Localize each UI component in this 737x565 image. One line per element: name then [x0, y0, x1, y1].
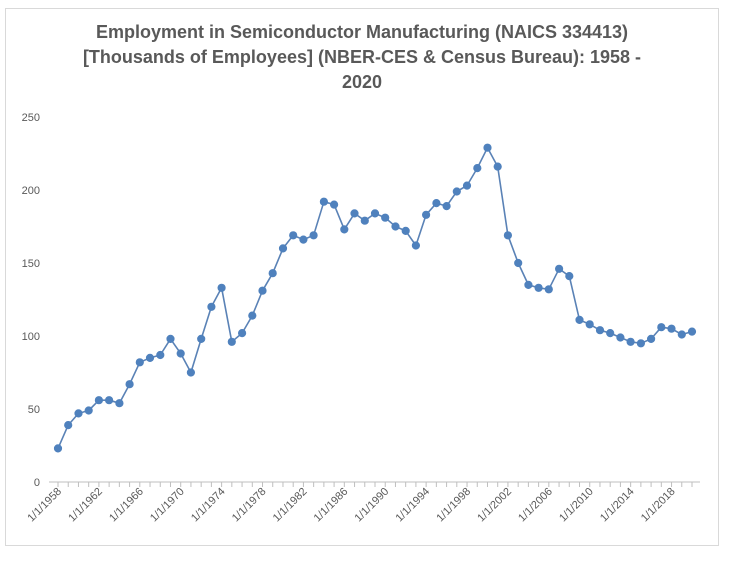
data-point: [319, 197, 329, 206]
x-tick-label: 1/1/2014: [598, 486, 637, 525]
data-point: [217, 283, 226, 292]
x-tick-label: 1/1/2002: [475, 486, 514, 525]
data-point: [687, 327, 697, 336]
x-tick-label: 1/1/1974: [189, 486, 228, 525]
data-point: [422, 210, 431, 219]
data-point: [176, 349, 185, 358]
data-point: [53, 444, 63, 453]
data-point: [186, 368, 195, 377]
data-point: [411, 241, 421, 250]
data-point: [391, 222, 400, 231]
y-tick-label: 150: [22, 258, 40, 270]
data-point: [207, 302, 216, 311]
data-point: [401, 226, 410, 235]
data-point: [340, 225, 349, 234]
y-tick-label: 250: [22, 112, 40, 124]
x-tick-label: 1/1/1966: [107, 486, 146, 525]
x-tick-label: 1/1/2006: [516, 486, 555, 525]
x-tick-label: 1/1/1962: [66, 486, 105, 525]
data-point: [575, 315, 584, 325]
data-point: [503, 231, 513, 240]
data-point: [84, 406, 93, 415]
data-point: [197, 334, 206, 344]
x-tick-label: 1/1/2018: [639, 486, 678, 525]
data-point: [544, 285, 553, 294]
x-tick-label: 1/1/1986: [312, 486, 351, 525]
data-point: [156, 350, 165, 360]
data-point: [370, 209, 380, 218]
x-tick-label: 1/1/1998: [434, 486, 473, 525]
data-point: [585, 320, 594, 329]
data-point: [646, 334, 656, 344]
data-point: [94, 396, 103, 405]
x-tick-label: 1/1/1982: [271, 486, 310, 525]
x-tick-label: 1/1/1958: [25, 486, 64, 525]
data-point: [483, 143, 492, 152]
chart-title: Employment in Semiconductor Manufacturin…: [5, 20, 719, 95]
data-point: [104, 396, 114, 405]
data-point: [248, 311, 257, 320]
data-point: [626, 337, 635, 346]
data-point: [299, 235, 308, 244]
data-point: [238, 329, 247, 338]
data-point: [493, 162, 502, 171]
data-point: [258, 286, 267, 295]
series-line: [57, 146, 693, 449]
chart-title-line-2: [Thousands of Employees] (NBER-CES & Cen…: [82, 47, 642, 67]
data-point: [64, 421, 73, 430]
y-tick-label: 50: [28, 404, 40, 416]
data-point: [452, 187, 461, 196]
x-tick-label: 1/1/2010: [557, 486, 596, 525]
data-point: [278, 244, 288, 253]
data-point: [616, 333, 625, 342]
y-tick-label: 200: [22, 185, 40, 197]
data-point: [309, 231, 318, 240]
data-point: [442, 202, 451, 211]
data-point: [227, 337, 236, 346]
data-point: [565, 272, 574, 281]
data-point: [534, 283, 543, 292]
x-tick-label: 1/1/1970: [148, 486, 187, 525]
data-point: [432, 199, 441, 208]
x-tick-label: 1/1/1978: [230, 486, 269, 525]
data-point: [606, 329, 615, 338]
data-point: [462, 181, 472, 190]
chart-title-line-1: Employment in Semiconductor Manufacturin…: [95, 22, 629, 42]
x-tick-label: 1/1/1994: [393, 486, 432, 525]
data-point: [381, 213, 390, 222]
data-point: [125, 380, 134, 389]
y-tick-label: 0: [34, 477, 40, 489]
data-point: [145, 353, 155, 363]
data-point: [554, 264, 564, 273]
data-point: [360, 216, 369, 225]
data-point: [350, 209, 359, 218]
data-point: [289, 231, 298, 240]
data-point: [667, 324, 676, 333]
y-tick-label: 100: [22, 331, 40, 343]
data-point: [514, 258, 523, 268]
data-point: [636, 339, 646, 348]
x-tick-label: 1/1/1990: [353, 486, 392, 525]
data-point: [135, 358, 144, 367]
data-point: [677, 330, 686, 339]
data-point: [268, 269, 277, 278]
chart-title-line-3: 2020: [341, 72, 383, 92]
data-point: [115, 399, 124, 408]
data-point: [595, 326, 605, 335]
data-point: [74, 409, 83, 418]
data-point: [166, 334, 175, 344]
data-point: [473, 164, 482, 173]
data-point: [524, 280, 533, 290]
data-point: [330, 200, 339, 209]
data-point: [657, 323, 666, 332]
chart-area: [5, 8, 719, 546]
